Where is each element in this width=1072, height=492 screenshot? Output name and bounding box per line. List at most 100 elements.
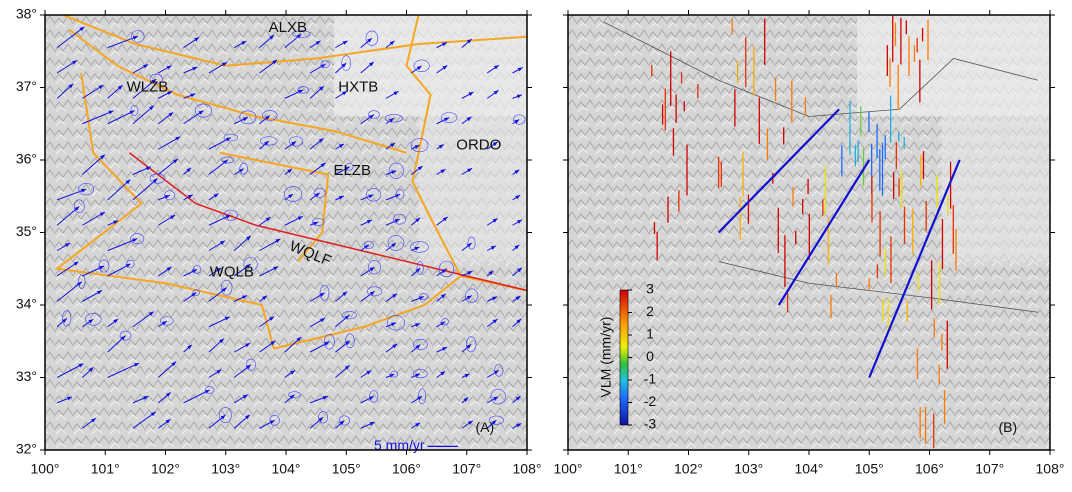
error-ellipse: [416, 261, 424, 276]
vector-head: [242, 117, 248, 122]
error-ellipse: [365, 187, 382, 202]
vector-head: [389, 118, 394, 123]
velocity-vector: [56, 205, 80, 226]
region-label: ORDO: [456, 136, 501, 153]
error-ellipse: [324, 334, 335, 350]
vector-head: [74, 206, 80, 211]
vector-head: [366, 370, 372, 375]
vector-head: [438, 144, 444, 149]
profile-line: [777, 159, 871, 306]
error-ellipse: [292, 30, 311, 38]
vector-head: [165, 419, 171, 424]
vector-head: [345, 340, 350, 346]
vector-head: [65, 243, 71, 248]
vector-head: [493, 65, 499, 70]
vector-head: [272, 59, 278, 65]
vector-head: [441, 42, 447, 47]
vector-head: [132, 238, 138, 243]
error-ellipse: [220, 279, 233, 296]
vector-head: [441, 268, 447, 274]
error-ellipse: [192, 265, 201, 274]
vector-head: [468, 92, 474, 96]
vector-head: [88, 319, 94, 324]
vector-head: [245, 264, 251, 269]
error-ellipse: [130, 105, 139, 117]
vector-head: [113, 318, 119, 324]
vector-head: [98, 85, 104, 90]
error-ellipse: [387, 235, 405, 251]
y-tick-label: 36°: [16, 151, 37, 167]
vector-head: [442, 216, 448, 222]
vector-head: [490, 245, 496, 250]
vector-head: [491, 420, 497, 425]
vector-head: [440, 371, 446, 376]
vector-head: [90, 418, 96, 423]
y-tick-label: 34°: [16, 296, 37, 312]
vector-head: [390, 322, 396, 327]
vector-head: [466, 116, 472, 122]
vector-head: [216, 267, 222, 272]
vector-head: [222, 159, 228, 165]
error-ellipse: [62, 310, 72, 327]
error-ellipse: [164, 190, 176, 201]
error-ellipse: [465, 288, 479, 303]
vector-head: [246, 235, 251, 241]
vector-head: [175, 136, 181, 141]
error-ellipse: [119, 330, 132, 341]
vector-head: [151, 78, 157, 84]
error-ellipse: [269, 414, 280, 426]
vector-head: [221, 287, 227, 293]
error-ellipse: [367, 286, 383, 297]
vector-head: [291, 141, 297, 146]
vector-head: [324, 341, 330, 346]
x-tick-label: 104°: [795, 461, 824, 477]
vector-head: [221, 62, 227, 67]
error-ellipse: [223, 209, 238, 221]
error-ellipse: [221, 156, 235, 164]
velocity-vector: [56, 188, 87, 201]
vector-head: [273, 266, 279, 271]
error-ellipse: [98, 259, 110, 273]
vector-head: [415, 217, 421, 223]
vector-head: [290, 370, 295, 375]
colorbar-tick-label: 1: [646, 326, 654, 342]
vector-head: [392, 293, 398, 298]
x-tick-label: 101°: [91, 461, 120, 477]
vector-head: [389, 40, 395, 46]
vector-head: [81, 188, 87, 193]
error-ellipse: [149, 173, 166, 184]
vector-head: [368, 194, 374, 199]
block-boundary: [54, 72, 462, 350]
error-ellipse: [149, 73, 163, 85]
vector-head: [166, 65, 172, 70]
vector-head: [98, 265, 104, 270]
error-ellipse: [194, 103, 213, 118]
error-ellipse: [338, 415, 350, 426]
error-ellipse: [311, 218, 325, 226]
block-boundary: [219, 151, 330, 263]
vector-head: [99, 212, 105, 217]
vector-head: [338, 195, 344, 200]
vector-head: [464, 373, 470, 378]
error-ellipse: [160, 316, 174, 326]
x-tick-label: 102°: [151, 461, 180, 477]
vector-head: [194, 37, 200, 42]
error-ellipse: [288, 391, 301, 398]
error-ellipse: [365, 30, 379, 46]
vector-head: [344, 166, 350, 171]
fault-line: [128, 152, 528, 292]
vector-head: [318, 138, 324, 143]
vector-head: [394, 219, 400, 223]
vector-head: [125, 179, 131, 185]
vector-head: [369, 422, 375, 426]
error-ellipse: [440, 112, 458, 124]
colorbar-tick-label: 2: [646, 303, 654, 319]
error-ellipse: [466, 336, 477, 353]
velocity-vector: [56, 26, 85, 49]
error-ellipse: [85, 312, 102, 326]
x-tick-label: 103°: [734, 461, 763, 477]
error-ellipse: [204, 386, 215, 394]
vector-head: [242, 394, 248, 399]
vector-head: [492, 141, 498, 147]
